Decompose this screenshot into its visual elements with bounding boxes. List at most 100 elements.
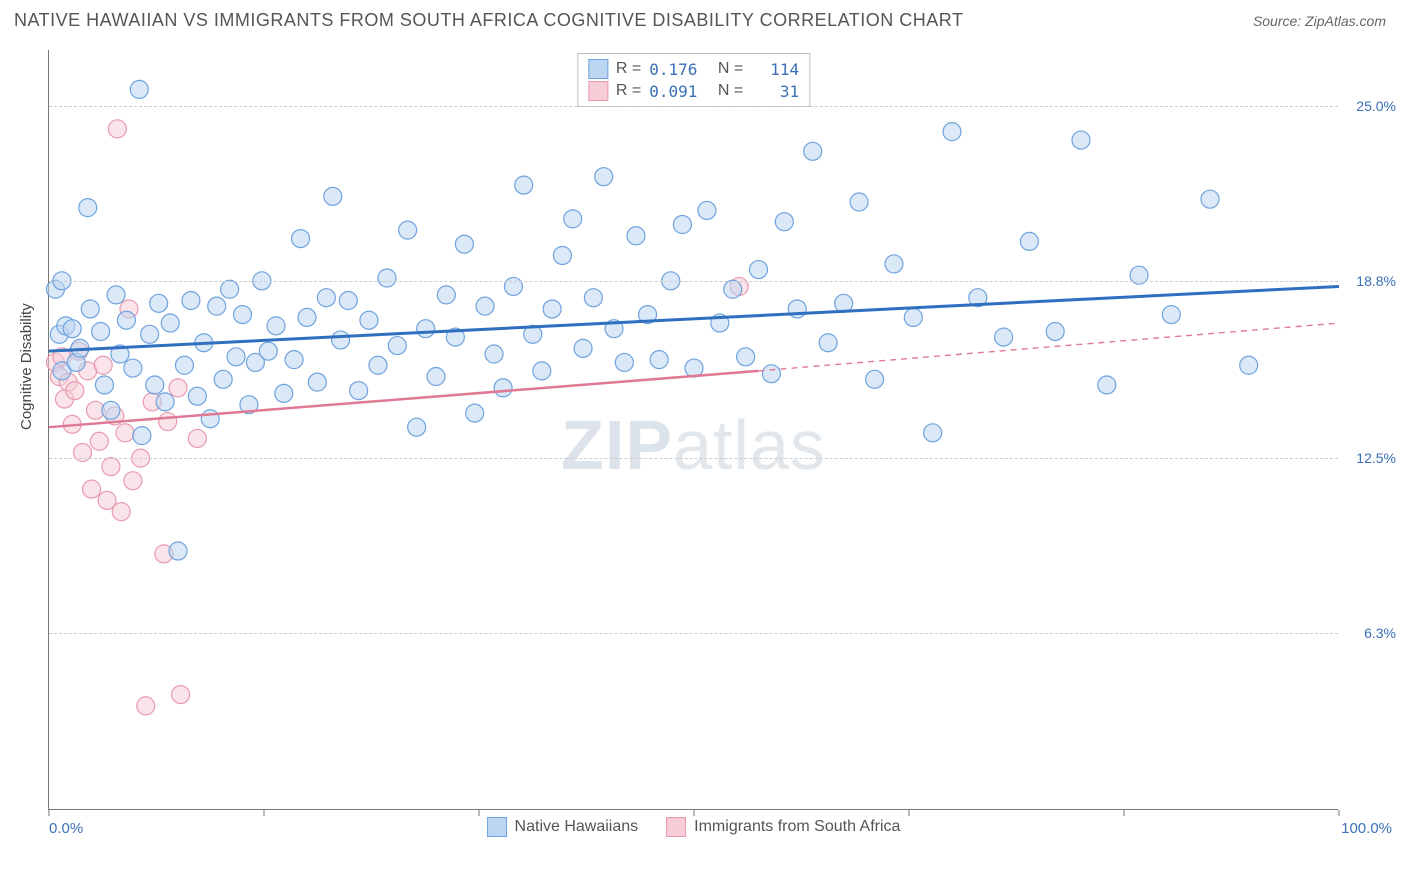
- scatter-point-blue: [417, 320, 435, 338]
- scatter-point-blue: [574, 339, 592, 357]
- scatter-point-blue: [804, 142, 822, 160]
- scatter-point-blue: [1072, 131, 1090, 149]
- scatter-svg: [49, 50, 1338, 809]
- y-tick-label: 6.3%: [1344, 625, 1396, 641]
- legend-label-series2: Immigrants from South Africa: [694, 818, 900, 836]
- scatter-point-blue: [169, 542, 187, 560]
- scatter-point-blue: [79, 199, 97, 217]
- scatter-point-blue: [1046, 322, 1064, 340]
- scatter-point-blue: [292, 230, 310, 248]
- scatter-point-blue: [775, 213, 793, 231]
- scatter-point-blue: [762, 365, 780, 383]
- scatter-point-blue: [1162, 306, 1180, 324]
- scatter-point-blue: [615, 353, 633, 371]
- scatter-point-blue: [275, 384, 293, 402]
- scatter-point-pink: [137, 697, 155, 715]
- scatter-point-blue: [102, 401, 120, 419]
- scatter-point-blue: [267, 317, 285, 335]
- scatter-point-blue: [141, 325, 159, 343]
- n-value-pink: 31: [751, 82, 799, 101]
- scatter-point-blue: [332, 331, 350, 349]
- scatter-point-blue: [995, 328, 1013, 346]
- scatter-point-blue: [227, 348, 245, 366]
- scatter-point-blue: [63, 320, 81, 338]
- scatter-point-blue: [156, 393, 174, 411]
- stats-legend-box: R = 0.176 N = 114 R = 0.091 N = 31: [577, 53, 810, 107]
- r-value-blue: 0.176: [649, 60, 697, 79]
- y-axis-label: Cognitive Disability: [18, 303, 35, 430]
- y-tick-label: 12.5%: [1344, 450, 1396, 466]
- legend-item-series1: Native Hawaiians: [487, 817, 639, 837]
- x-axis-min-label: 0.0%: [49, 820, 83, 837]
- scatter-point-blue: [904, 308, 922, 326]
- scatter-point-blue: [437, 286, 455, 304]
- scatter-point-blue: [650, 351, 668, 369]
- n-label: N =: [718, 60, 743, 78]
- scatter-point-blue: [339, 292, 357, 310]
- swatch-pink-icon: [666, 817, 686, 837]
- scatter-point-blue: [584, 289, 602, 307]
- scatter-point-blue: [724, 280, 742, 298]
- scatter-point-blue: [133, 427, 151, 445]
- gridline-h: [49, 106, 1338, 107]
- stats-row-series2: R = 0.091 N = 31: [588, 80, 799, 102]
- scatter-point-blue: [595, 168, 613, 186]
- r-label: R =: [616, 60, 641, 78]
- scatter-point-pink: [188, 429, 206, 447]
- scatter-point-blue: [234, 306, 252, 324]
- scatter-point-blue: [1098, 376, 1116, 394]
- scatter-point-blue: [399, 221, 417, 239]
- scatter-point-pink: [172, 686, 190, 704]
- scatter-point-blue: [564, 210, 582, 228]
- scatter-point-blue: [175, 356, 193, 374]
- r-label: R =: [616, 82, 641, 100]
- scatter-point-blue: [350, 382, 368, 400]
- scatter-point-blue: [161, 314, 179, 332]
- scatter-point-blue: [850, 193, 868, 211]
- scatter-point-blue: [150, 294, 168, 312]
- scatter-point-blue: [360, 311, 378, 329]
- swatch-pink-icon: [588, 81, 608, 101]
- scatter-point-blue: [188, 387, 206, 405]
- scatter-point-blue: [673, 216, 691, 234]
- scatter-point-pink: [102, 458, 120, 476]
- y-tick-label: 25.0%: [1344, 98, 1396, 114]
- scatter-point-blue: [369, 356, 387, 374]
- scatter-point-pink: [124, 472, 142, 490]
- scatter-point-pink: [94, 356, 112, 374]
- scatter-point-blue: [259, 342, 277, 360]
- scatter-point-blue: [543, 300, 561, 318]
- n-label: N =: [718, 82, 743, 100]
- scatter-point-pink: [66, 382, 84, 400]
- scatter-point-blue: [308, 373, 326, 391]
- scatter-point-blue: [1201, 190, 1219, 208]
- scatter-point-blue: [943, 123, 961, 141]
- scatter-point-blue: [553, 246, 571, 264]
- scatter-point-pink: [90, 432, 108, 450]
- scatter-point-blue: [107, 286, 125, 304]
- scatter-point-pink: [116, 424, 134, 442]
- chart-title: NATIVE HAWAIIAN VS IMMIGRANTS FROM SOUTH…: [14, 10, 963, 31]
- scatter-point-blue: [737, 348, 755, 366]
- scatter-point-blue: [515, 176, 533, 194]
- legend-item-series2: Immigrants from South Africa: [666, 817, 900, 837]
- scatter-point-blue: [408, 418, 426, 436]
- scatter-point-blue: [378, 269, 396, 287]
- scatter-point-blue: [388, 337, 406, 355]
- y-tick-label: 18.8%: [1344, 273, 1396, 289]
- scatter-point-blue: [885, 255, 903, 273]
- scatter-point-blue: [819, 334, 837, 352]
- gridline-h: [49, 633, 1338, 634]
- scatter-point-blue: [485, 345, 503, 363]
- legend-label-series1: Native Hawaiians: [515, 818, 639, 836]
- scatter-point-blue: [476, 297, 494, 315]
- scatter-point-blue: [1240, 356, 1258, 374]
- scatter-point-blue: [1020, 232, 1038, 250]
- scatter-point-blue: [455, 235, 473, 253]
- scatter-point-blue: [124, 359, 142, 377]
- scatter-point-blue: [627, 227, 645, 245]
- scatter-point-blue: [208, 297, 226, 315]
- stats-row-series1: R = 0.176 N = 114: [588, 58, 799, 80]
- scatter-point-blue: [427, 368, 445, 386]
- gridline-h: [49, 281, 1338, 282]
